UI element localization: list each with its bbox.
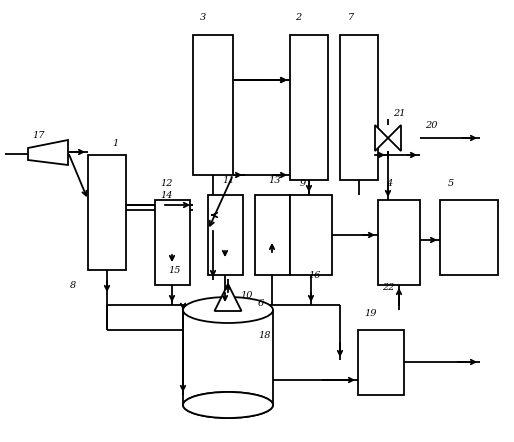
Bar bbox=[155, 200, 190, 285]
Bar bbox=[340, 35, 378, 180]
Text: 21: 21 bbox=[393, 109, 406, 118]
Text: 12: 12 bbox=[160, 179, 173, 188]
Text: 15: 15 bbox=[168, 266, 180, 275]
Ellipse shape bbox=[183, 392, 273, 418]
Text: 1: 1 bbox=[112, 139, 118, 148]
Text: 14: 14 bbox=[160, 191, 173, 200]
Bar bbox=[88, 155, 126, 270]
Text: 9: 9 bbox=[300, 179, 306, 188]
Polygon shape bbox=[388, 125, 401, 151]
Text: 16: 16 bbox=[308, 271, 321, 280]
Polygon shape bbox=[214, 284, 242, 311]
Text: 11: 11 bbox=[222, 176, 234, 185]
Text: 3: 3 bbox=[200, 13, 206, 22]
Bar bbox=[378, 200, 420, 285]
Bar bbox=[193, 35, 233, 175]
Text: 5: 5 bbox=[448, 179, 454, 188]
Text: 19: 19 bbox=[364, 309, 376, 318]
Bar bbox=[440, 200, 498, 275]
Text: 13: 13 bbox=[268, 176, 281, 185]
Ellipse shape bbox=[183, 297, 273, 323]
Text: 22: 22 bbox=[382, 283, 395, 292]
Ellipse shape bbox=[183, 392, 273, 418]
Text: 6: 6 bbox=[258, 299, 264, 308]
Bar bbox=[208, 195, 243, 275]
Text: 8: 8 bbox=[70, 281, 76, 290]
Text: 2: 2 bbox=[295, 13, 301, 22]
Bar bbox=[290, 195, 332, 275]
Polygon shape bbox=[375, 125, 388, 151]
Text: 4: 4 bbox=[386, 179, 392, 188]
Polygon shape bbox=[28, 140, 68, 165]
Text: 18: 18 bbox=[258, 331, 270, 340]
Bar bbox=[290, 35, 328, 180]
Text: 17: 17 bbox=[32, 131, 45, 140]
Bar bbox=[255, 195, 290, 275]
Text: 7: 7 bbox=[348, 13, 354, 22]
Text: 20: 20 bbox=[425, 121, 437, 130]
Bar bbox=[358, 330, 404, 395]
Text: 10: 10 bbox=[240, 291, 252, 300]
